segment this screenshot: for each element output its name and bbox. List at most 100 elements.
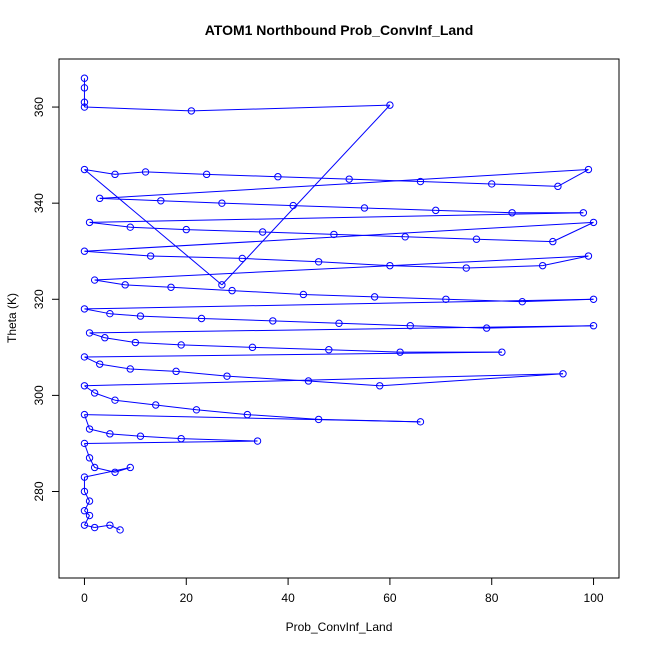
y-axis-label: Theta (K) bbox=[5, 293, 19, 343]
series-segment bbox=[84, 250, 151, 257]
series-segment bbox=[84, 515, 90, 526]
series-segment bbox=[84, 500, 90, 511]
data-point bbox=[80, 98, 89, 106]
data-point bbox=[559, 370, 567, 378]
data-point bbox=[80, 487, 89, 496]
series-segment bbox=[89, 457, 96, 468]
data-point bbox=[360, 204, 369, 212]
series-segment bbox=[84, 308, 111, 315]
data-point bbox=[488, 180, 496, 188]
data-point bbox=[80, 305, 89, 313]
data-point bbox=[101, 334, 109, 342]
data-point bbox=[335, 319, 343, 328]
series-segment bbox=[272, 320, 340, 324]
data-point bbox=[80, 103, 89, 111]
data-point bbox=[274, 173, 282, 181]
y-axis: 280 300 320 340 360 bbox=[32, 97, 60, 502]
series-segment bbox=[308, 380, 380, 387]
series-segment bbox=[109, 433, 141, 437]
data-point bbox=[401, 233, 409, 241]
series-segment bbox=[83, 414, 91, 430]
series-segment bbox=[303, 293, 375, 298]
series-segment bbox=[379, 373, 564, 387]
series-segment bbox=[420, 181, 492, 185]
series-segment bbox=[277, 176, 350, 180]
data-point bbox=[370, 293, 379, 301]
data-point bbox=[554, 182, 562, 191]
series-segment bbox=[552, 221, 594, 243]
data-point bbox=[131, 338, 140, 347]
data-point bbox=[121, 281, 129, 289]
data-point bbox=[299, 290, 308, 299]
series-segment bbox=[114, 171, 146, 175]
data-point bbox=[80, 382, 89, 390]
data-point bbox=[386, 101, 394, 109]
data-point bbox=[152, 401, 160, 409]
x-tick-label: 20 bbox=[180, 591, 194, 605]
x-tick-label: 80 bbox=[485, 591, 499, 605]
series-segment bbox=[145, 171, 207, 175]
series-segment bbox=[262, 231, 334, 235]
series-segment bbox=[84, 356, 100, 365]
series-segment bbox=[83, 443, 91, 459]
series-segment bbox=[109, 313, 141, 317]
series-segment bbox=[155, 404, 197, 411]
data-point bbox=[584, 165, 593, 174]
data-point bbox=[85, 454, 94, 462]
data-point bbox=[386, 261, 394, 270]
series-segment bbox=[84, 414, 421, 423]
series-segment bbox=[466, 265, 543, 269]
data-point bbox=[325, 346, 333, 354]
series-segment bbox=[542, 255, 589, 267]
data-point bbox=[304, 377, 313, 385]
data-point bbox=[182, 225, 190, 234]
data-point bbox=[482, 324, 491, 332]
series-segment bbox=[84, 385, 95, 394]
series-segment bbox=[206, 173, 278, 178]
series-segment bbox=[191, 104, 390, 112]
series-segment bbox=[99, 363, 131, 370]
data-point bbox=[584, 252, 593, 260]
series-segment bbox=[349, 178, 421, 183]
series-segment bbox=[196, 409, 248, 416]
series-segment bbox=[242, 257, 319, 263]
series-segment bbox=[405, 236, 477, 240]
series-segment bbox=[364, 207, 436, 211]
data-point bbox=[258, 228, 267, 236]
series-segment bbox=[99, 197, 161, 202]
x-axis: 0 20 40 60 80 100 bbox=[81, 577, 604, 605]
data-point bbox=[187, 107, 196, 115]
data-point bbox=[177, 341, 185, 349]
data-point bbox=[253, 437, 262, 445]
data-point bbox=[518, 297, 526, 306]
series-segment bbox=[109, 524, 121, 531]
data-point bbox=[167, 283, 175, 291]
series-lines bbox=[83, 78, 594, 531]
series-segment bbox=[247, 414, 319, 420]
data-point bbox=[85, 511, 94, 520]
data-point bbox=[116, 526, 124, 534]
chart-title: ATOM1 Northbound Prob_ConvInf_Land bbox=[205, 22, 474, 38]
data-point bbox=[238, 254, 246, 263]
series-segment bbox=[176, 370, 228, 377]
data-point bbox=[289, 201, 297, 210]
data-point bbox=[80, 473, 89, 481]
series-segment bbox=[84, 373, 564, 387]
data-point bbox=[80, 353, 89, 361]
series-segment bbox=[94, 255, 589, 281]
series-segment bbox=[104, 337, 136, 344]
data-point bbox=[432, 206, 440, 215]
series-segment bbox=[338, 322, 411, 327]
data-point bbox=[269, 317, 277, 325]
data-point bbox=[508, 209, 516, 217]
y-tick-label: 300 bbox=[32, 385, 46, 405]
data-point bbox=[136, 432, 145, 440]
data-point bbox=[85, 497, 94, 505]
data-point bbox=[157, 197, 165, 205]
data-point bbox=[126, 365, 134, 373]
data-point bbox=[85, 425, 94, 433]
series-segment bbox=[232, 290, 304, 295]
data-point bbox=[589, 322, 598, 330]
series-segment bbox=[333, 233, 406, 238]
series-segment bbox=[114, 399, 156, 406]
